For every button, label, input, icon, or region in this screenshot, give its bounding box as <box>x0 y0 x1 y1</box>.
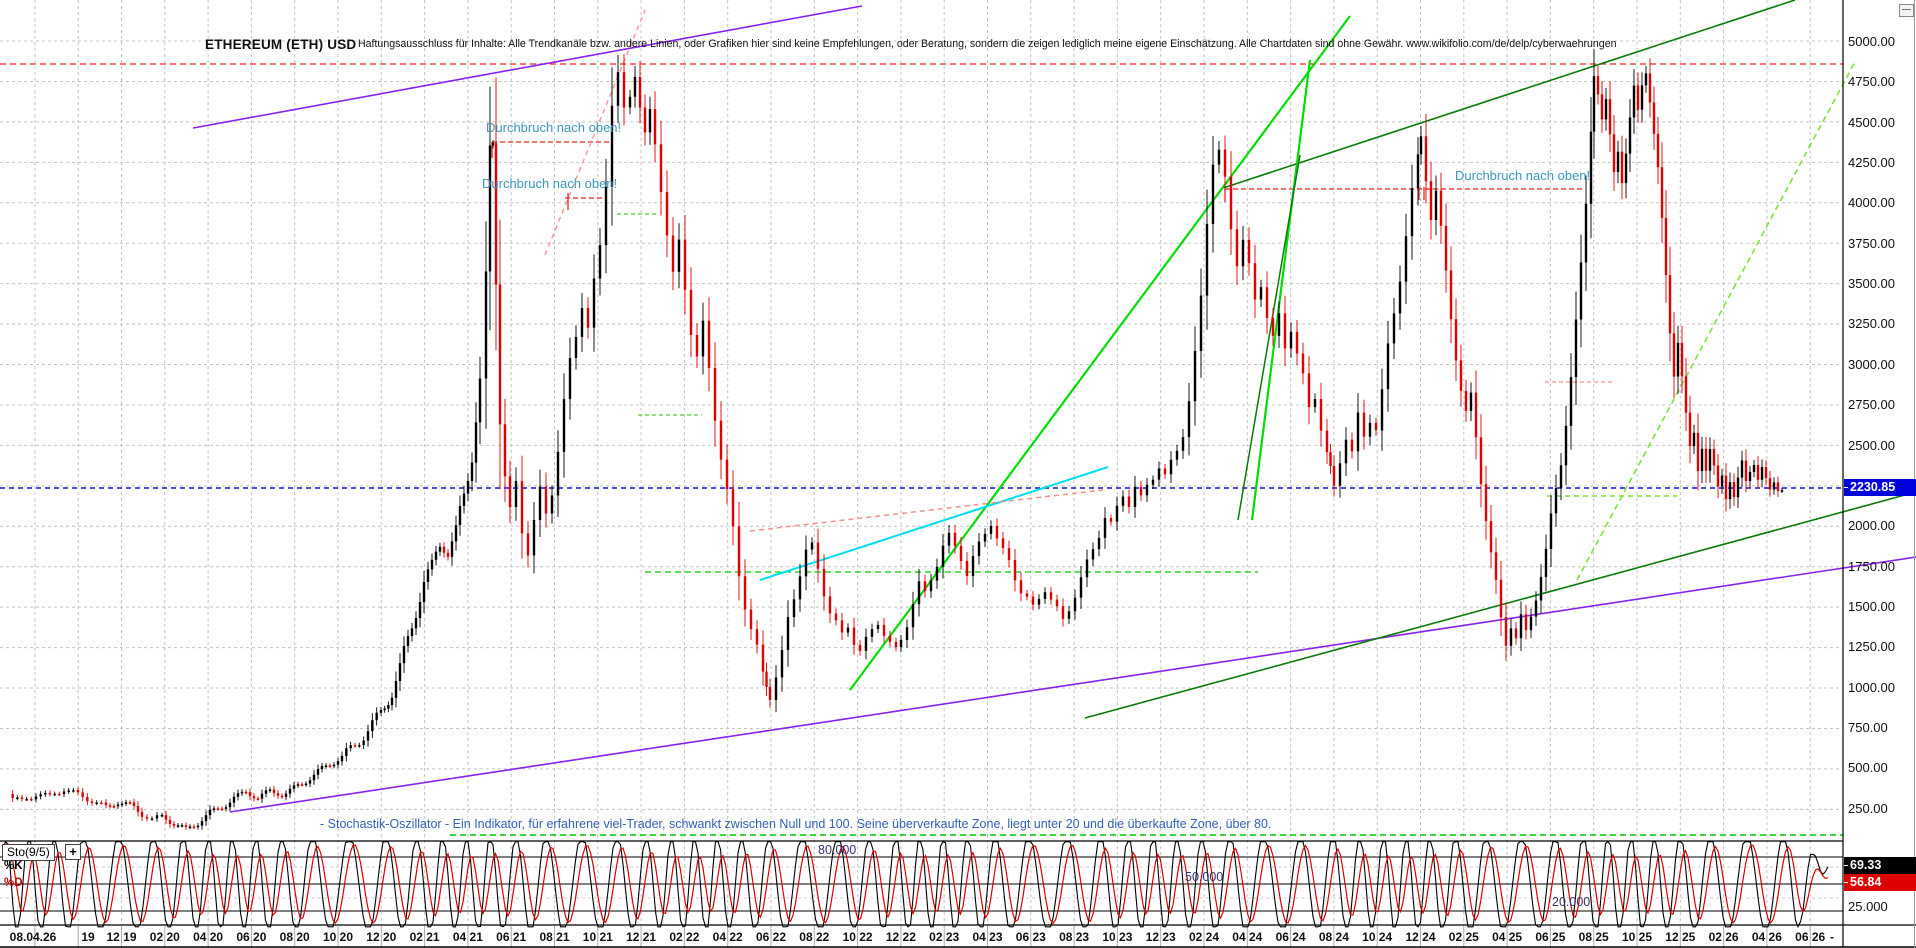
date-label: 02 25 <box>1448 930 1479 944</box>
price-axis-label: 500.00 <box>1848 760 1888 776</box>
date-label: 06 26 <box>1795 930 1826 944</box>
date-label-end: - <box>1830 930 1834 944</box>
date-label-year: 19 <box>81 930 95 944</box>
date-label: 10 20 <box>322 930 354 944</box>
annotation-breakout-3: Durchbruch nach oben! <box>1455 168 1591 183</box>
date-label-first: 08.04.26 <box>9 930 57 944</box>
date-label: 12 21 <box>626 930 657 944</box>
price-axis-label: 1250.00 <box>1848 639 1895 655</box>
purple-channel-lower <box>229 556 1916 813</box>
oscillator-zone-80: 80.000 <box>818 843 857 857</box>
date-label: 10 24 <box>1362 930 1393 944</box>
date-label: 04 23 <box>972 930 1003 944</box>
percent-d-value-badge: 56.84 <box>1844 874 1916 891</box>
date-label: 12 20 <box>366 930 397 944</box>
date-label: 06 25 <box>1535 930 1566 944</box>
price-axis-label: 3250.00 <box>1848 316 1895 332</box>
price-axis-label: 2750.00 <box>1848 397 1895 413</box>
date-label: 12 25 <box>1665 930 1696 944</box>
date-label: 08 21 <box>539 930 570 944</box>
date-label: 02 23 <box>929 930 960 944</box>
date-label: 06 20 <box>236 930 267 944</box>
price-axis-label: 4500.00 <box>1848 114 1895 130</box>
date-label: 08 23 <box>1059 930 1090 944</box>
date-label: 06 22 <box>755 930 787 944</box>
price-axis-label: 2500.00 <box>1848 437 1895 453</box>
date-label: 08 22 <box>799 930 830 944</box>
price-axis-label: 5000.00 <box>1848 34 1895 49</box>
stochastic-k-line <box>2 840 1829 929</box>
dark-green-trend-up <box>1222 0 1796 189</box>
annotation-breakout-2: Durchbruch nach oben! <box>482 176 618 191</box>
price-axis-label: 3750.00 <box>1848 235 1895 251</box>
stochastic-d-line <box>2 843 1829 925</box>
price-axis-label: 750.00 <box>1848 719 1888 735</box>
oscillator-zone-20: 20.000 <box>1552 895 1591 909</box>
date-label: 12 24 <box>1405 930 1436 944</box>
date-label: 08 25 <box>1578 930 1609 944</box>
date-label: 02 24 <box>1188 930 1220 944</box>
date-label: 10 21 <box>582 930 613 944</box>
date-label: 06 21 <box>496 930 527 944</box>
price-axis-label: 1000.00 <box>1848 679 1895 695</box>
date-label: 02 22 <box>669 930 700 944</box>
date-label: 02 21 <box>409 930 440 944</box>
stochastic-description: - Stochastik-Oszillator - Ein Indikator,… <box>320 817 1272 831</box>
date-label: 08 20 <box>279 930 310 944</box>
date-label: 04 21 <box>452 930 483 944</box>
light-green-dashed-diagonal <box>1576 59 1857 581</box>
indicator-expand-button[interactable]: + <box>65 844 81 860</box>
current-price-badge: 2230.85 <box>1844 479 1916 496</box>
bright-green-steep-2 <box>1250 59 1312 521</box>
oscillator-axis-label: 25.000 <box>1848 899 1888 914</box>
date-label: 10 23 <box>1102 930 1133 944</box>
date-label: 12 22 <box>885 930 916 944</box>
date-label: 08 24 <box>1318 930 1349 944</box>
percent-k-label: %K <box>4 860 23 872</box>
date-label: 04 26 <box>1751 930 1782 944</box>
window-collapse-icon[interactable] <box>1899 4 1914 17</box>
pink-dashed-steep <box>544 9 646 256</box>
date-label: 02 26 <box>1708 930 1739 944</box>
price-axis-label: 4250.00 <box>1848 155 1895 171</box>
salmon-dashed-trend <box>749 489 1104 532</box>
date-label: 10 25 <box>1621 930 1653 944</box>
date-label: 04 25 <box>1492 930 1523 944</box>
price-axis-label: 250.00 <box>1848 800 1888 816</box>
percent-k-value-badge: 69.33 <box>1844 857 1916 874</box>
date-label: 06 24 <box>1275 930 1306 944</box>
percent-d-label: %D <box>4 877 23 889</box>
disclaimer-text: Haftungsausschluss für Inhalte: Alle Tre… <box>358 38 1617 50</box>
price-axis-label: 4750.00 <box>1848 74 1895 90</box>
cyan-trend <box>759 466 1109 581</box>
date-label: 06 23 <box>1015 930 1046 944</box>
date-label: 04 20 <box>193 930 224 944</box>
bright-green-steep <box>849 15 1351 691</box>
chart-title: ETHEREUM (ETH) USD <box>205 37 357 52</box>
dark-green-steep <box>1237 154 1301 521</box>
oscillator-zone-50: 50.000 <box>1185 870 1224 884</box>
stochastic-indicator-label[interactable]: Sto(9/5) <box>2 844 55 861</box>
date-label: 04 24 <box>1232 930 1263 944</box>
date-label: 10 22 <box>842 930 873 944</box>
date-label: 12 23 <box>1145 930 1176 944</box>
date-label: 02 20 <box>149 930 180 944</box>
price-axis-label: 1750.00 <box>1848 558 1895 574</box>
price-axis-label: 2000.00 <box>1848 518 1895 534</box>
date-label: 12 19 <box>106 930 137 944</box>
date-label: 04 22 <box>712 930 743 944</box>
annotation-breakout-1: Durchbruch nach oben! <box>486 120 622 135</box>
price-axis-label: 3500.00 <box>1848 276 1895 292</box>
price-axis-label: 1500.00 <box>1848 598 1895 614</box>
purple-channel-upper <box>192 5 863 129</box>
price-axis-label: 4000.00 <box>1848 195 1895 211</box>
price-axis-label: 3000.00 <box>1848 356 1895 372</box>
